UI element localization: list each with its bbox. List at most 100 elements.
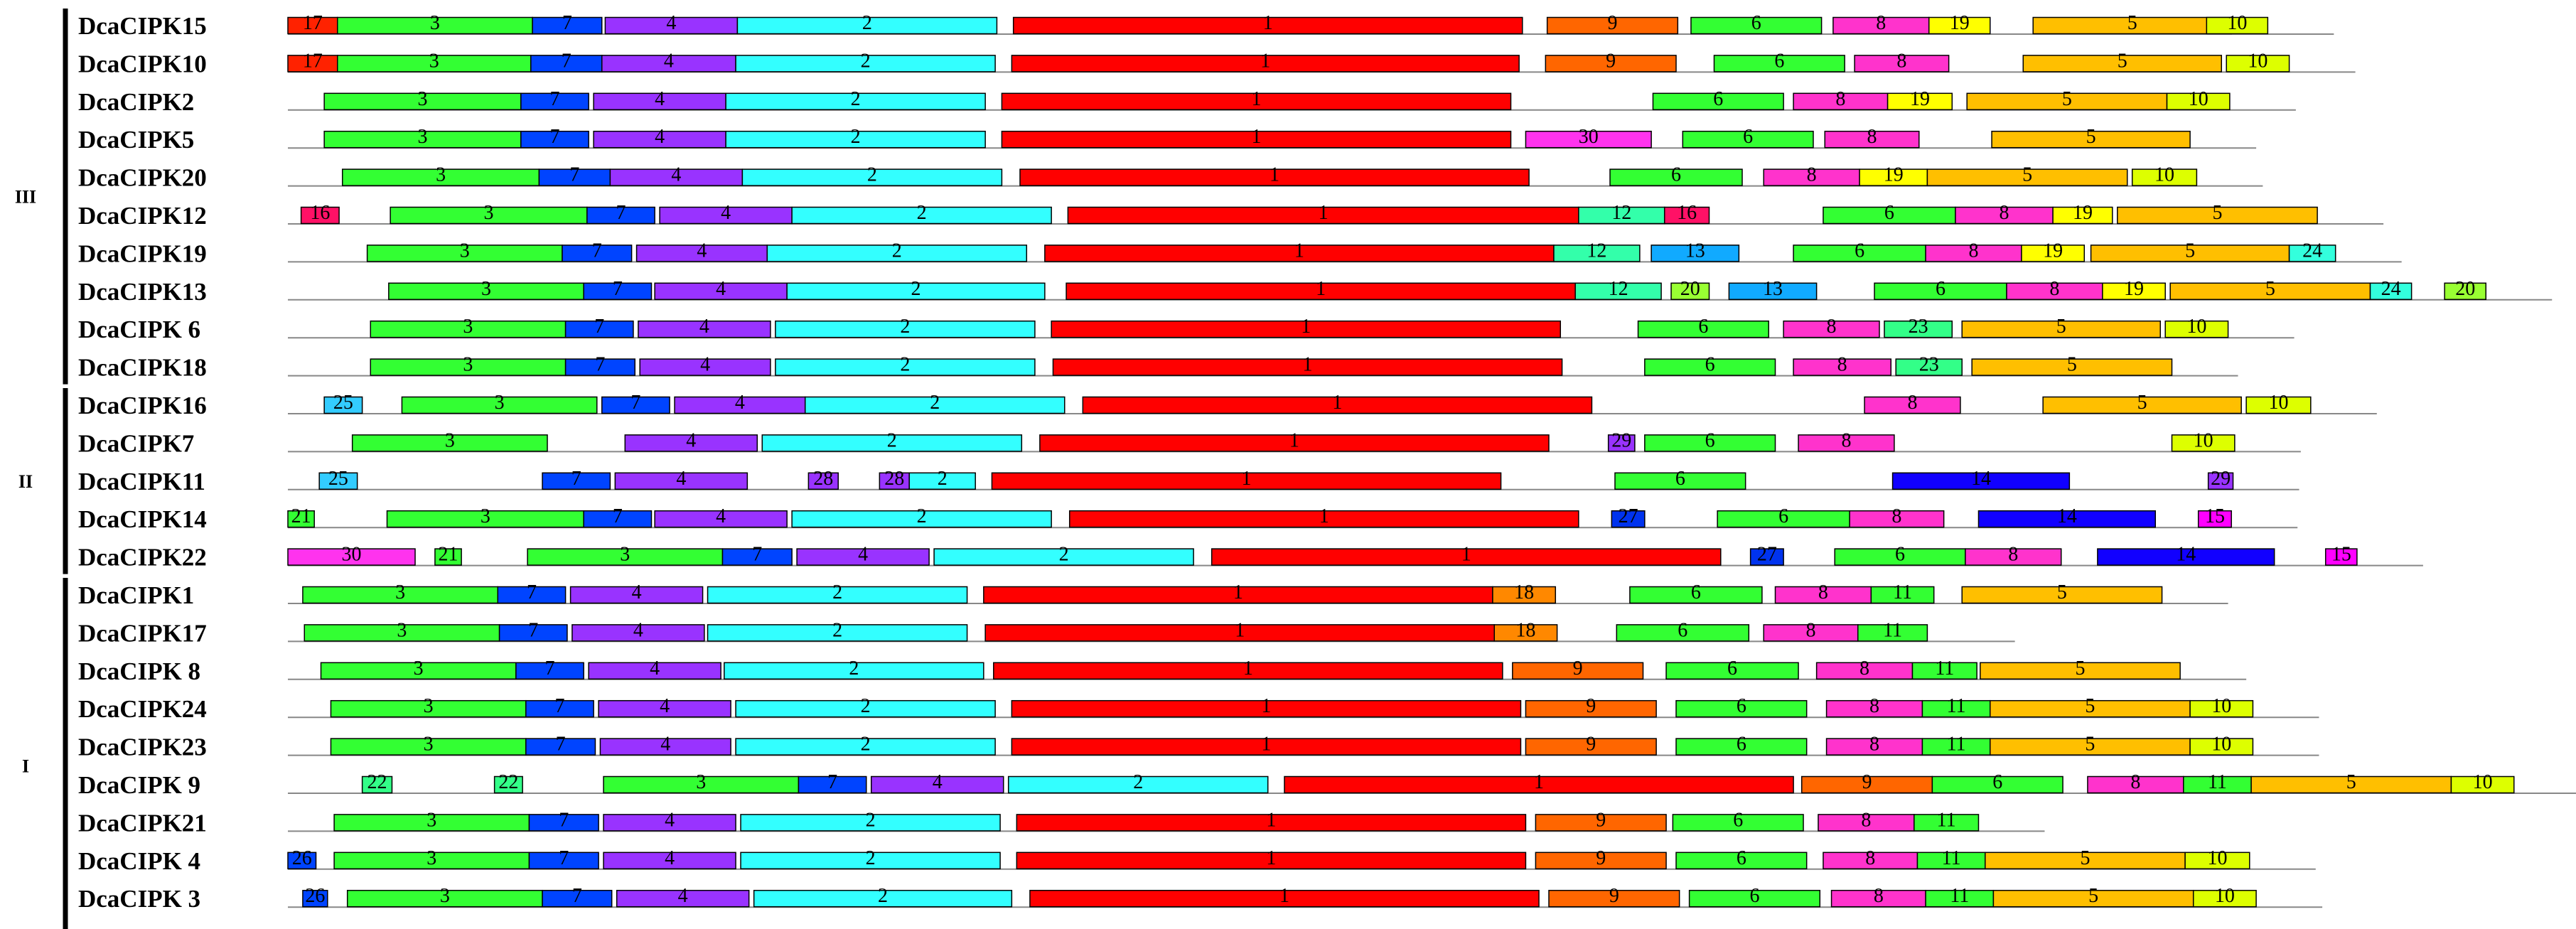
motif-number: 5 [2346,771,2356,793]
motif-number: 3 [440,885,450,907]
motif-box [1493,624,1558,642]
motif-number: 2 [851,126,861,148]
motif-box [791,206,1052,225]
motif-number: 4 [633,619,643,641]
motif-number: 6 [1733,809,1743,831]
motif-number: 5 [2212,202,2222,224]
motif-box [1749,548,1784,566]
motif-number: 6 [1737,734,1746,756]
motif-box [1971,358,2173,376]
motif-number: 14 [1971,468,1991,490]
motif-number: 28 [813,468,833,490]
motif-number: 8 [1807,164,1817,186]
gene-name: DcaCIPK5 [78,126,194,154]
motif-box [1928,16,1991,35]
motif-box [520,130,589,149]
motif-box [740,814,1001,832]
motif-box [707,624,968,642]
motif-box [323,396,363,414]
motif-box [1644,434,1776,452]
motif-number: 8 [2130,771,2140,793]
gene-row: DcaCIPK 8 3 7 4 2 1 9 6 8 11 5 [78,657,2247,685]
gene-name: DcaCIPK10 [78,50,207,77]
motif-number: 2 [930,392,940,414]
motif-box [583,510,653,528]
motif-number: 6 [1749,885,1759,907]
motif-number: 7 [572,885,582,907]
motif-number: 7 [559,809,569,831]
motif-number: 4 [716,505,726,527]
motif-number: 1 [1294,240,1304,262]
motif-number: 4 [671,164,681,186]
motif-box [735,55,996,73]
motif-box [1713,55,1845,73]
motif-box [1629,586,1763,604]
gene-name: DcaCIPK1 [78,581,194,609]
motif-number: 18 [1514,581,1534,603]
motif-box [287,852,317,870]
motif-number: 2 [832,619,842,641]
motif-number: 1 [1534,771,1544,793]
motif-number: 7 [569,164,579,186]
motif-box [1525,738,1657,756]
motif-number: 5 [2185,240,2195,262]
motif-box [2042,396,2242,414]
motif-number: 6 [1992,771,2002,793]
motif-number: 5 [2080,847,2090,869]
group-label: II [18,471,33,492]
motif-number: 7 [616,202,626,224]
motif-number: 6 [1778,505,1788,527]
motif-box [735,699,996,718]
motif-box [1884,320,1953,338]
motif-box [2117,206,2318,225]
motif-number: 2 [867,164,877,186]
motif-number: 3 [424,734,434,756]
motif-number: 3 [436,164,446,186]
motif-number: 2 [900,354,910,376]
motif-number: 1 [1235,619,1245,641]
motif-box [1651,245,1740,262]
motif-number: 7 [613,278,623,300]
motif-box [707,586,968,604]
gene-row: DcaCIPK18 3 7 4 2 1 6 8 23 5 [78,354,2238,382]
motif-number: 11 [1942,847,1961,869]
motif-box [493,775,523,794]
motif-box [434,548,462,566]
motif-number: 7 [571,468,581,490]
motif-box [1029,889,1540,908]
gene-name: DcaCIPK22 [78,544,207,571]
motif-box [2102,282,2166,301]
motif-number: 18 [1515,619,1535,641]
motif-number: 9 [1586,695,1596,717]
motif-number: 19 [2073,202,2093,224]
motif-box [1492,586,1557,604]
motif-number: 4 [650,657,660,680]
motif-number: 1 [1316,278,1326,300]
motif-number: 1 [1332,392,1342,414]
motif-number: 10 [2189,88,2209,110]
motif-number: 9 [1607,12,1617,34]
gene-row: DcaCIPK 9 22 22 3 7 4 2 1 9 6 8 11 5 10 [78,771,2576,799]
motif-box [1637,320,1769,338]
motif-number: 1 [1319,505,1329,527]
motif-box [2052,206,2113,225]
gene-name: DcaCIPK13 [78,278,207,306]
motif-box [401,396,598,414]
motif-number: 7 [562,12,572,34]
motif-box [1068,510,1579,528]
motif-number: 3 [417,126,427,148]
motif-box [1911,662,1977,680]
motif-box [1688,889,1821,908]
motif-box [614,472,748,490]
motif-box [1663,206,1710,225]
motif-number: 8 [1891,505,1901,527]
motif-number: 4 [933,771,943,793]
motif-number: 26 [292,847,312,869]
motif-box [1039,434,1550,452]
motif-number: 9 [1573,657,1583,680]
motif-number: 8 [1876,12,1886,34]
motif-number: 6 [1936,278,1946,300]
motif-number: 8 [1865,847,1875,869]
motif-number: 19 [2043,240,2063,262]
motif-box [525,738,596,756]
